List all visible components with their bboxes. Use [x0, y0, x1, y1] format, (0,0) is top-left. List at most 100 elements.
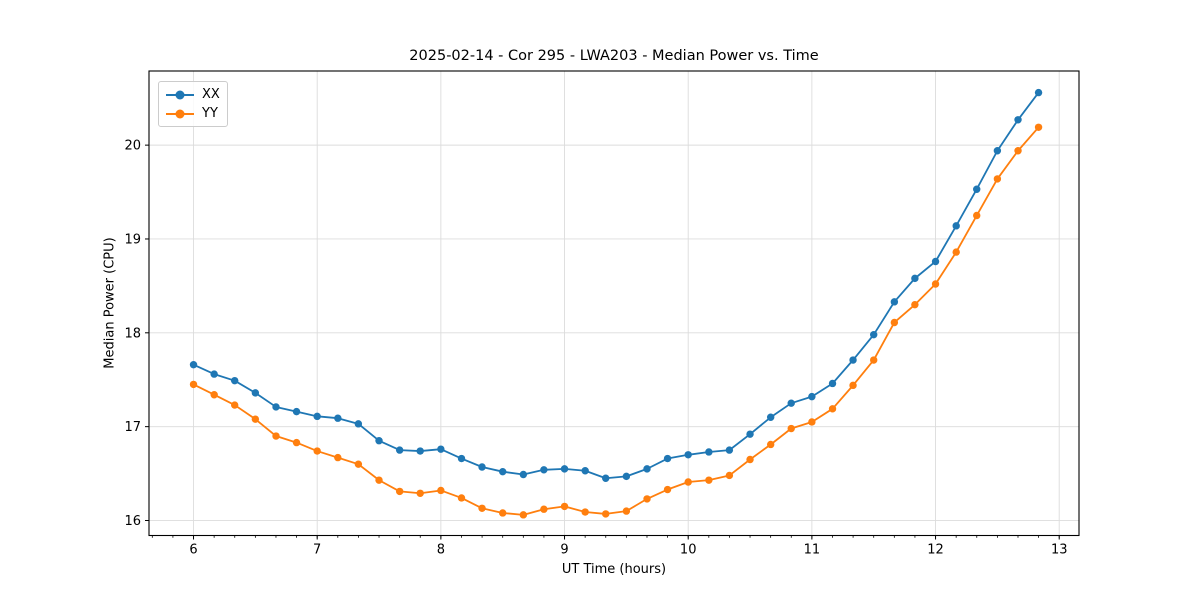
data-point-yy [808, 418, 816, 426]
data-point-xx [313, 412, 321, 421]
series-line-xx [192, 91, 1040, 480]
data-point-yy [746, 455, 754, 464]
data-point-yy [787, 424, 795, 433]
data-point-yy [478, 504, 486, 512]
data-point-xx [334, 414, 342, 422]
data-point-xx [354, 420, 363, 428]
data-point-xx [828, 379, 837, 388]
x-tick-label: 6 [189, 543, 197, 558]
data-point-xx [787, 399, 795, 407]
data-point-yy [189, 380, 198, 389]
data-point-yy [725, 471, 734, 480]
data-point-yy [292, 438, 301, 447]
legend-entry-yy: YY [166, 104, 227, 123]
data-point-yy [828, 405, 837, 413]
legend-label-yy: YY [202, 106, 218, 121]
data-point-xx [870, 330, 878, 339]
data-point-yy [251, 415, 260, 423]
data-point-xx [437, 445, 445, 453]
data-point-yy [663, 485, 672, 494]
data-point-yy [395, 487, 404, 496]
data-point-yy [849, 381, 857, 390]
y-tick-label: 19 [124, 232, 141, 247]
data-point-yy [540, 505, 548, 513]
data-point-xx [375, 437, 383, 445]
data-point-xx [993, 147, 1002, 155]
data-point-yy [931, 280, 940, 288]
data-point-yy [870, 356, 878, 364]
data-point-xx [622, 472, 631, 481]
data-point-xx [395, 446, 404, 454]
x-axis-label: UT Time (hours) [561, 562, 667, 577]
data-point-xx [457, 454, 466, 463]
data-point-yy [766, 440, 775, 449]
data-point-xx [808, 392, 816, 401]
chart-title: 2025-02-14 - Cor 295 - LWA203 - Median P… [409, 48, 819, 64]
data-point-yy [519, 511, 528, 519]
data-point-xx [1034, 88, 1043, 97]
data-point-xx [416, 447, 424, 455]
x-tick-label: 11 [804, 543, 821, 558]
legend-marker-xx-icon [166, 90, 194, 100]
data-point-xx [519, 470, 528, 479]
data-point-xx [478, 463, 486, 471]
y-tick-label: 20 [124, 139, 141, 154]
y-tick-label: 17 [124, 420, 141, 435]
x-tick-label: 12 [927, 543, 944, 558]
data-point-xx [231, 376, 239, 385]
data-point-xx [1014, 116, 1022, 124]
data-point-xx [705, 448, 713, 456]
data-point-xx [746, 430, 754, 438]
data-point-yy [952, 248, 960, 256]
data-point-yy [1014, 147, 1022, 155]
data-point-xx [272, 403, 280, 411]
data-point-yy [973, 211, 981, 220]
data-point-xx [251, 389, 260, 397]
y-axis-label: Median Power (CPU) [102, 237, 118, 369]
data-point-yy [705, 476, 713, 484]
x-tick-label: 8 [437, 543, 445, 558]
x-tick-label: 13 [1051, 543, 1068, 558]
data-point-xx [540, 466, 548, 474]
data-point-yy [684, 478, 692, 486]
y-tick-label: 16 [124, 514, 141, 529]
data-point-yy [560, 502, 569, 511]
data-point-yy [499, 509, 507, 517]
x-tick-label: 10 [680, 543, 697, 558]
data-point-xx [499, 467, 507, 476]
data-point-xx [189, 361, 198, 369]
data-point-xx [560, 465, 569, 473]
data-point-xx [210, 370, 218, 378]
data-point-yy [375, 476, 383, 484]
data-point-yy [602, 510, 610, 518]
data-point-yy [622, 507, 631, 515]
data-point-xx [725, 446, 734, 454]
data-point-yy [210, 391, 218, 399]
x-tick-label: 7 [313, 543, 321, 558]
data-point-yy [272, 432, 280, 440]
plot-border [148, 70, 1080, 537]
legend-marker-yy-icon [166, 109, 194, 119]
data-point-xx [849, 356, 857, 364]
data-point-xx [663, 454, 672, 463]
data-point-xx [643, 465, 651, 473]
legend-entry-xx: XX [166, 85, 227, 104]
data-point-xx [911, 274, 919, 283]
y-tick-label: 18 [124, 326, 141, 341]
data-point-yy [581, 508, 589, 516]
legend: XX YY [158, 81, 228, 127]
data-point-xx [292, 407, 301, 416]
data-point-yy [993, 175, 1002, 183]
data-point-xx [890, 298, 899, 306]
data-point-xx [952, 222, 960, 230]
data-point-xx [973, 185, 981, 193]
data-point-yy [334, 453, 342, 462]
data-point-xx [684, 451, 692, 459]
data-point-xx [602, 474, 610, 482]
legend-label-xx: XX [202, 87, 220, 102]
data-point-yy [643, 495, 651, 503]
x-tick-label: 9 [560, 543, 568, 558]
series-line-yy [192, 126, 1040, 516]
